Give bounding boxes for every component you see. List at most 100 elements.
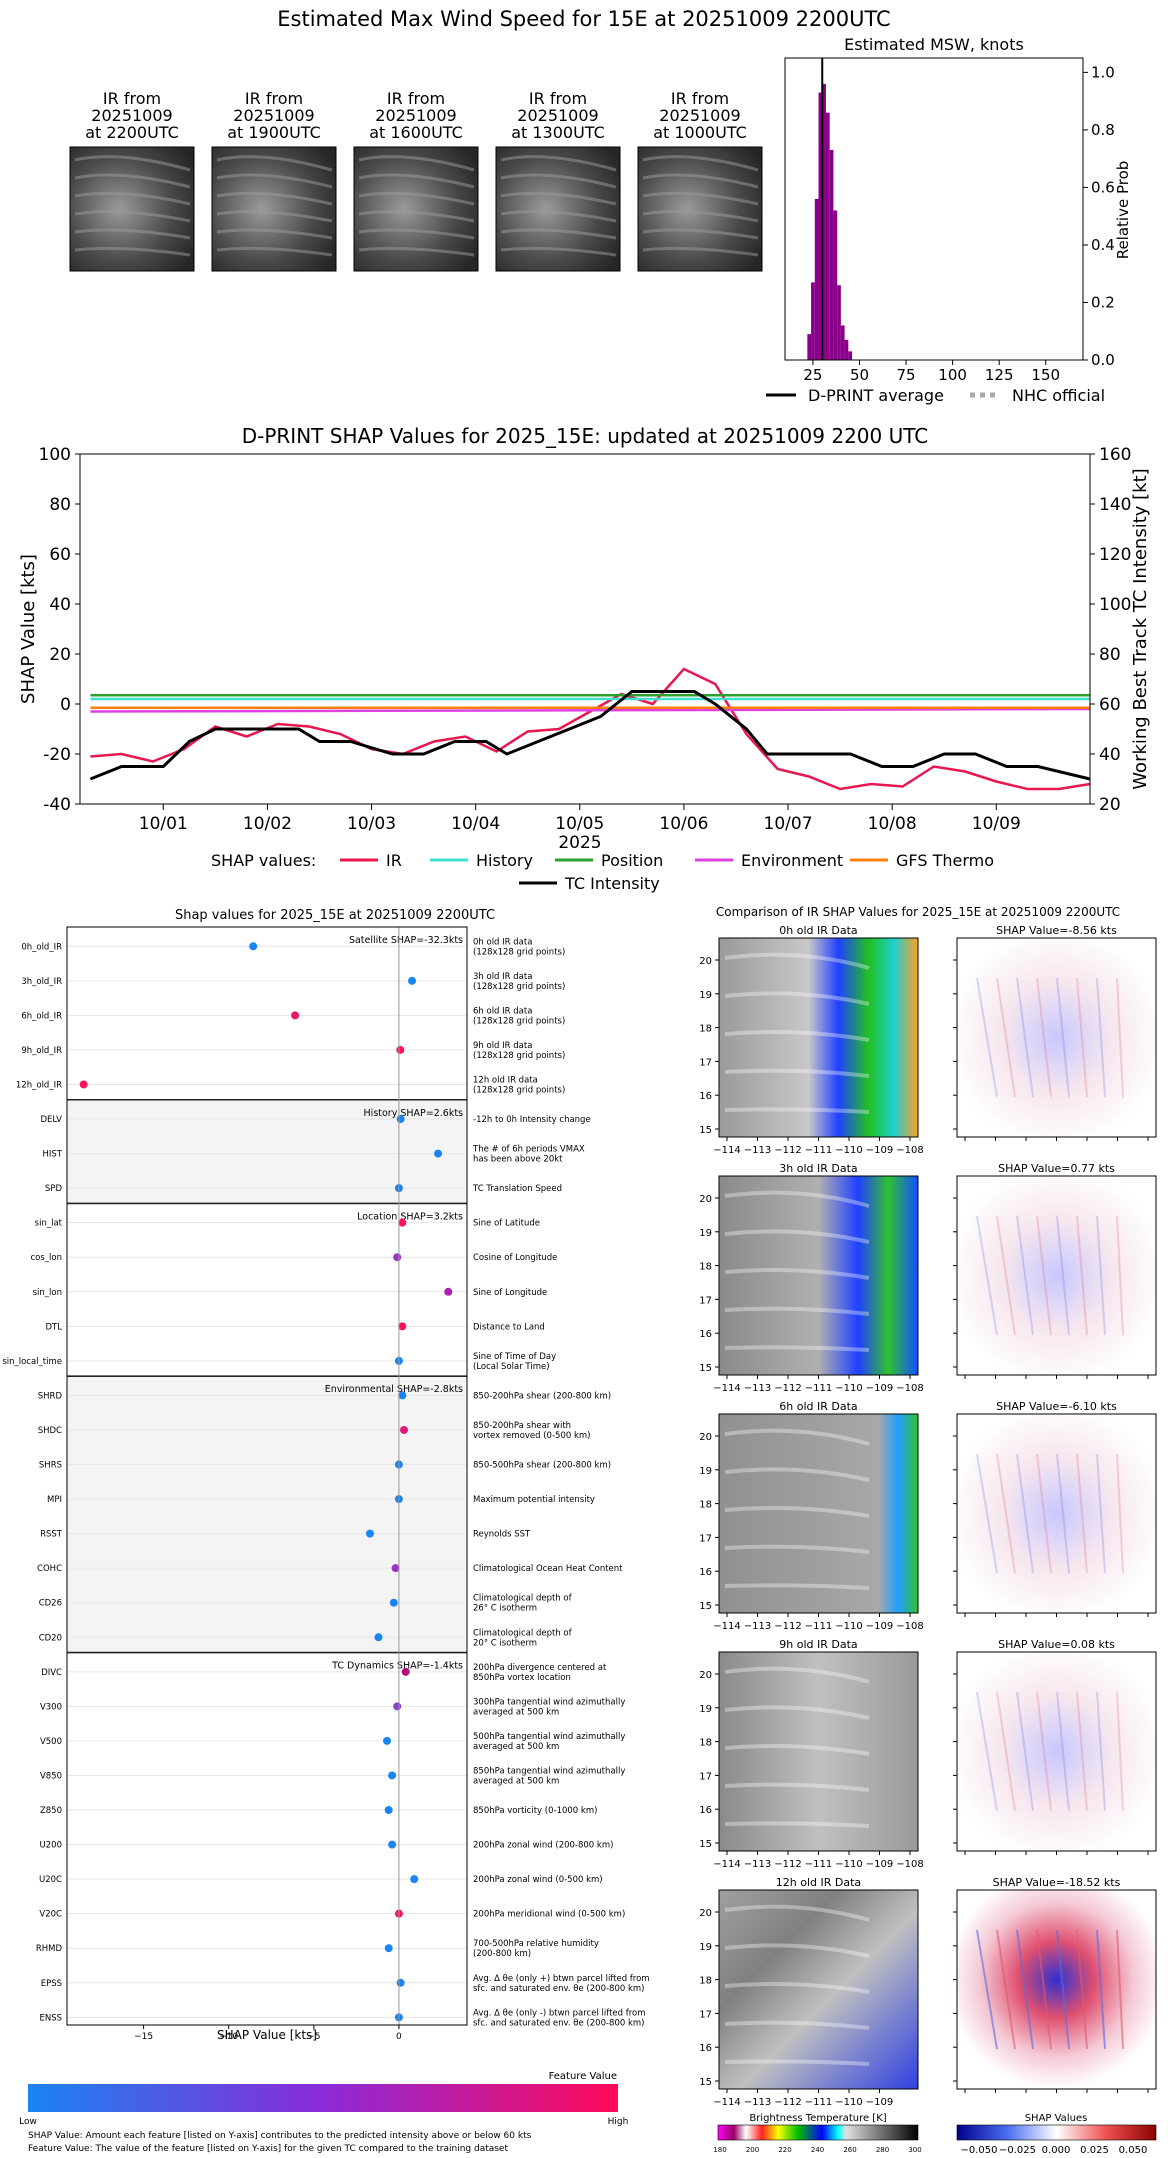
x-tick-label: −108 (896, 1383, 923, 1394)
shap-streak (1036, 1691, 1052, 1812)
feature-shap-dot (389, 1598, 398, 1607)
feature-colorbar (28, 2084, 618, 2112)
y-tick-label: 15 (699, 1839, 712, 1850)
feature-description: 200hPa zonal wind (0-500 km) (473, 1875, 603, 1885)
feature-description: Climatological Ocean Heat Content (473, 1564, 623, 1574)
x-tick-label: −109 (866, 1383, 893, 1394)
thumb-caption-line3: at 2200UTC (85, 123, 179, 142)
shap-streak (1116, 977, 1124, 1098)
y-tick-label: 80 (49, 495, 71, 515)
shap-streak (1016, 1215, 1034, 1336)
bt-tick-label: 220 (778, 2146, 791, 2154)
y-tick-label: 16 (699, 1329, 712, 1340)
shap-panel-image (956, 1413, 1157, 1614)
ir-panel-title: 9h old IR Data (779, 1638, 857, 1651)
feature-name: Z850 (40, 1806, 62, 1816)
y2-axis-label: Working Best Track TC Intensity [kt] (1130, 468, 1151, 789)
x-tick-label: −110 (835, 1383, 862, 1394)
histogram-bar (818, 92, 823, 360)
feature-description: Avg. Δ θe (only +) btwn parcel lifted fr… (473, 1974, 650, 1984)
cloud-band (724, 1544, 870, 1554)
feature-description: Maximum potential intensity (473, 1495, 595, 1505)
feature-description: (200-800 km) (473, 1949, 531, 1959)
cloud-band (724, 1467, 870, 1482)
shap-streak (1056, 1691, 1070, 1812)
x-tick-label: 125 (985, 366, 1014, 384)
feature-shap-dot (396, 1978, 405, 1987)
feature-name: 9h_old_IR (21, 1046, 62, 1056)
cloud-band (724, 1904, 870, 1922)
cloud-band (724, 1583, 870, 1590)
feature-name: V20C (39, 1910, 62, 1920)
shap-streak (1056, 1929, 1070, 2050)
bottom-colorbars: Brightness Temperature [K] 180 200 220 240 26… (713, 2113, 1157, 2156)
legend-label: History (476, 851, 533, 870)
feature-description: vortex removed (0-500 km) (473, 1431, 590, 1441)
shap-tick-label: 0.000 (1042, 2145, 1071, 2156)
cloud-band (724, 1428, 870, 1446)
shap-streak (1036, 1453, 1052, 1574)
feature-name: HIST (43, 1150, 63, 1160)
ir-panel-image (718, 1651, 919, 1852)
x-tick-label: −110 (835, 1621, 862, 1632)
ir-panel-title: 12h old IR Data (776, 1876, 861, 1889)
y-tick-label: 40 (49, 595, 71, 615)
feature-shap-dot (365, 1529, 374, 1538)
feature-name: DIVC (41, 1668, 62, 1678)
histogram-frame (784, 57, 1084, 361)
thumb-caption-line3: at 1000UTC (653, 123, 747, 142)
cloud-band (724, 1744, 870, 1756)
y-tick-label: 16 (699, 1091, 712, 1102)
x-tick-label: 100 (938, 366, 967, 384)
shap-streak (1036, 1215, 1052, 1336)
feature-description: 26° C isotherm (473, 1604, 537, 1614)
shap-panel-image (956, 1651, 1157, 1852)
y-tick-label: 20 (699, 1908, 712, 1919)
x-tick-label: 75 (897, 366, 916, 384)
feature-description: 850-500hPa shear (200-800 km) (473, 1461, 611, 1471)
x-tick-label: −109 (866, 1621, 893, 1632)
feature-name: U200 (40, 1841, 62, 1851)
cloud-streak (74, 246, 191, 257)
feature-name: V850 (40, 1771, 62, 1781)
feature-description: Cosine of Longitude (473, 1253, 557, 1263)
y-tick-label: 15 (699, 1363, 712, 1374)
x-tick-label: −112 (774, 1859, 801, 1870)
shap-tick-label: 0.050 (1119, 2145, 1148, 2156)
cloud-band (724, 1705, 870, 1720)
cloud-streak (358, 228, 475, 240)
cloud-band (724, 2059, 870, 2066)
shap-streak (1076, 1691, 1088, 1812)
colorbar-low: Low (19, 2117, 37, 2127)
feature-name: 3h_old_IR (21, 977, 62, 987)
timeseries-title: D-PRINT SHAP Values for 2025_15E: update… (242, 424, 929, 448)
x-tick-label: −114 (713, 1145, 740, 1156)
x-tick-label: −112 (774, 2097, 801, 2108)
thumb-caption-line3: at 1600UTC (369, 123, 463, 142)
y-tick-label: 18 (699, 1024, 712, 1035)
feature-description: averaged at 500 km (473, 1707, 559, 1717)
feature-shap-dot (396, 1045, 405, 1054)
feature-shap-dot (393, 1253, 402, 1262)
y2-tick-label: 60 (1099, 695, 1121, 715)
y-tick-label: 100 (39, 445, 71, 465)
feature-description: 200hPa meridional wind (0-500 km) (473, 1910, 625, 1920)
ir-panel-image (718, 1889, 919, 2090)
shap-streak (976, 1453, 998, 1574)
x-tick-label: −109 (866, 1859, 893, 1870)
cloud-streak (500, 191, 617, 206)
feature-description: Distance to Land (473, 1322, 545, 1332)
thumb-caption-line2: 20251009 (233, 106, 314, 125)
ir-panel-image (718, 1413, 919, 1614)
shap-panel-title: SHAP Value=-18.52 kts (993, 1876, 1121, 1889)
feature-shap-dot (249, 942, 258, 951)
y-tick-label: 17 (699, 1771, 712, 1782)
bt-tick-label: 180 (713, 2146, 726, 2154)
shap-streak (1076, 1215, 1088, 1336)
x-tick-label: −113 (744, 1383, 771, 1394)
feature-shap-dot (388, 1840, 397, 1849)
shap-panel-title: SHAP Value=-6.10 kts (996, 1400, 1117, 1413)
shap-streak (1056, 1215, 1070, 1336)
feature-description: averaged at 500 km (473, 1776, 559, 1786)
